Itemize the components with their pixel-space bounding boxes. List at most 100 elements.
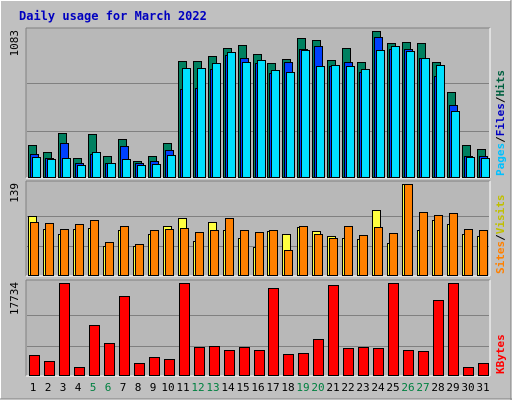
x-axis: 1 2 3 4 5 6 7 8 9 10 11 12 13 14 15 16 17 18 19 20 21 22 23 24 2…	[30, 381, 490, 394]
bar-pages-day-16	[257, 60, 266, 178]
bar-sites-day-12	[195, 232, 204, 276]
bar-pages-day-15	[242, 62, 251, 178]
x-tick-label-day-14: 14	[221, 381, 235, 394]
legend-separator: /	[494, 96, 507, 103]
legend-item-sites: Sites	[494, 241, 507, 274]
bar-pages-day-25	[391, 46, 400, 178]
bar-sites-day-6	[105, 242, 114, 276]
bar-pages-day-20	[316, 66, 325, 178]
x-tick-label-day-1: 1	[30, 381, 37, 394]
bar-pages-day-11	[182, 68, 191, 178]
x-tick-label-day-8: 8	[135, 381, 142, 394]
bar-kbytes-day-2	[44, 361, 55, 376]
x-tick-label-day-7: 7	[120, 381, 127, 394]
bar-sites-day-1	[30, 222, 39, 276]
bar-kbytes-day-8	[134, 363, 145, 376]
x-tick-label-day-21: 21	[326, 381, 339, 394]
bar-kbytes-day-7	[119, 296, 130, 376]
bar-sites-day-10	[165, 229, 174, 276]
bar-kbytes-day-27	[418, 351, 429, 376]
bar-kbytes-day-15	[239, 347, 250, 376]
bar-kbytes-day-9	[149, 357, 160, 376]
y-axis-max-label: 1083	[8, 30, 21, 57]
bar-kbytes-day-31	[478, 363, 489, 376]
bar-sites-day-9	[150, 230, 159, 276]
bar-sites-day-31	[479, 230, 488, 276]
bar-kbytes-day-13	[209, 346, 220, 376]
bar-kbytes-day-3	[59, 283, 70, 376]
bar-sites-day-26	[404, 184, 413, 276]
right-legend: Pages/Files/Hits	[494, 70, 507, 176]
x-tick-label-day-29: 29	[446, 381, 459, 394]
chart-title: Daily usage for March 2022	[19, 9, 207, 23]
bar-sites-day-27	[419, 212, 428, 276]
x-tick-label-day-4: 4	[75, 381, 82, 394]
bar-pages-day-9	[152, 164, 161, 178]
bar-kbytes-day-19	[298, 353, 309, 376]
bar-kbytes-day-16	[254, 350, 265, 376]
x-tick-label-day-5: 5	[90, 381, 97, 394]
bar-sites-day-23	[359, 235, 368, 276]
x-tick-label-day-6: 6	[105, 381, 112, 394]
x-tick-label-day-24: 24	[371, 381, 385, 394]
bar-pages-day-14	[227, 52, 236, 178]
bar-pages-day-26	[406, 51, 415, 178]
bar-kbytes-day-4	[74, 367, 85, 376]
bar-pages-day-10	[167, 155, 176, 178]
bar-pages-day-31	[481, 158, 490, 178]
x-tick-label-day-9: 9	[150, 381, 157, 394]
legend-separator: /	[494, 234, 507, 241]
bar-sites-day-17	[269, 230, 278, 276]
bar-kbytes-day-25	[388, 283, 399, 376]
x-tick-label-day-20: 20	[311, 381, 324, 394]
y-axis-max-label: 139	[8, 183, 21, 203]
legend-item-hits: Hits	[494, 70, 507, 97]
x-tick-label-day-19: 19	[296, 381, 309, 394]
bar-pages-day-17	[271, 70, 280, 178]
x-tick-label-day-18: 18	[281, 381, 294, 394]
bar-kbytes-day-18	[283, 354, 294, 376]
bar-pages-day-1	[32, 157, 41, 178]
bar-kbytes-day-21	[328, 285, 339, 376]
x-tick-label-day-15: 15	[236, 381, 249, 394]
x-tick-label-day-3: 3	[60, 381, 67, 394]
legend-item-files: Files	[494, 103, 507, 136]
right-legend: Sites/Visits	[494, 195, 507, 275]
x-tick-label-day-17: 17	[266, 381, 279, 394]
bar-pages-day-4	[77, 165, 86, 178]
bar-kbytes-day-29	[448, 283, 459, 376]
bar-pages-day-2	[47, 159, 56, 178]
legend-item-visits: Visits	[494, 195, 507, 235]
bar-pages-day-28	[436, 65, 445, 178]
bar-sites-day-20	[314, 234, 323, 276]
bar-kbytes-day-6	[104, 343, 115, 376]
bar-pages-day-19	[301, 50, 310, 178]
bar-kbytes-day-17	[268, 288, 279, 376]
bar-pages-day-5	[92, 152, 101, 178]
bar-pages-day-29	[451, 111, 460, 178]
x-tick-label-day-23: 23	[356, 381, 369, 394]
legend-item-pages: Pages	[494, 143, 507, 176]
x-tick-label-day-10: 10	[161, 381, 174, 394]
x-tick-label-day-26: 26	[401, 381, 414, 394]
bar-pages-day-24	[376, 50, 385, 178]
bar-sites-day-7	[120, 226, 129, 276]
bar-sites-day-21	[329, 238, 338, 276]
bar-kbytes-day-30	[463, 367, 474, 376]
bar-sites-day-22	[344, 226, 353, 276]
panel-visits-sites: 139 Sites/Visits	[8, 180, 507, 277]
bar-pages-day-22	[346, 66, 355, 178]
bar-sites-day-30	[464, 229, 473, 276]
bar-kbytes-day-5	[89, 325, 100, 376]
bar-sites-day-13	[210, 230, 219, 276]
bar-sites-day-14	[225, 218, 234, 276]
bar-pages-day-13	[212, 63, 221, 178]
bar-sites-day-19	[299, 226, 308, 276]
bar-kbytes-day-28	[433, 300, 444, 376]
bar-sites-day-2	[45, 223, 54, 276]
bar-kbytes-day-10	[164, 359, 175, 376]
y-axis-max-label: 17734	[8, 282, 21, 315]
